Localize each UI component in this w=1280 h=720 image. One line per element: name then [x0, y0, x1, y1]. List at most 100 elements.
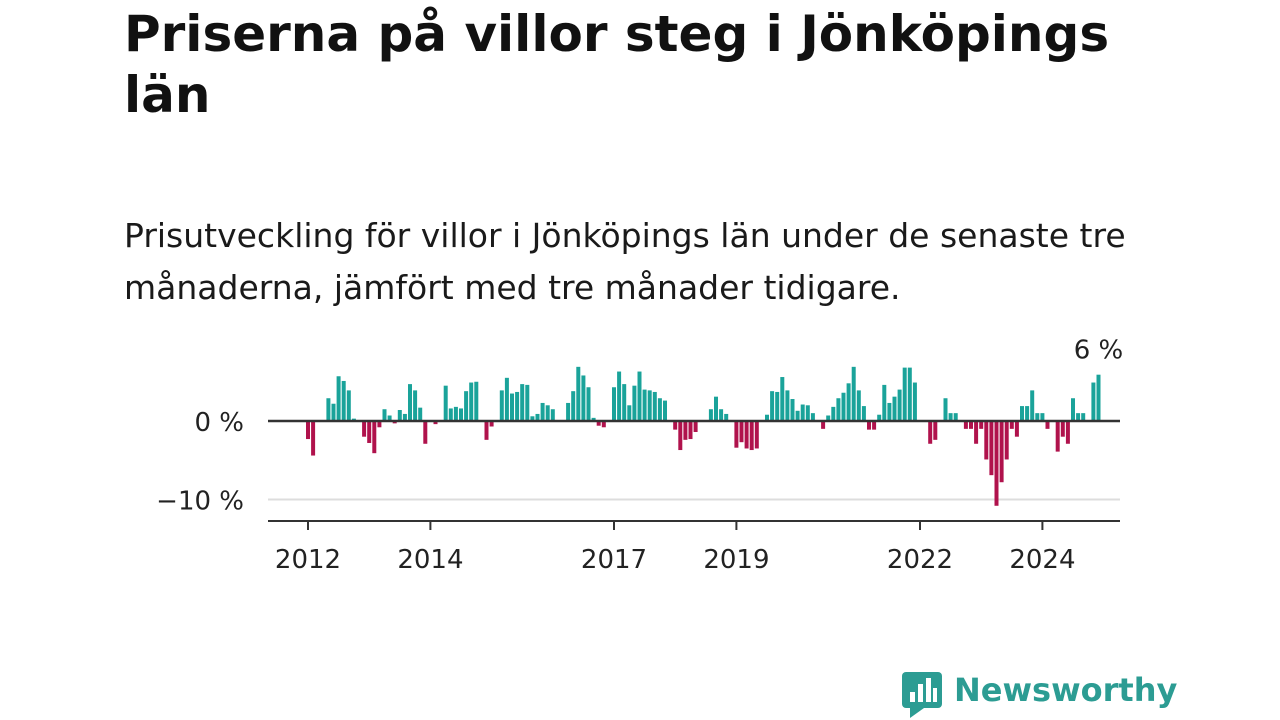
chart-bar [790, 399, 795, 421]
chart-axes [268, 419, 1120, 530]
chart-bar [943, 398, 948, 421]
chart-bar [719, 409, 724, 421]
chart-bar [739, 421, 744, 443]
chart-bar [846, 383, 851, 421]
y-tick-label: 0 % [194, 408, 244, 438]
chart-bar [851, 366, 856, 421]
chart-bar [1096, 374, 1101, 421]
chart-bar [464, 391, 469, 421]
chart-bar [754, 421, 759, 449]
chart-bar [402, 413, 407, 421]
chart-bar [1009, 421, 1014, 429]
chart-bar [785, 390, 790, 421]
chart-bar [780, 377, 785, 421]
chart-bar [1071, 398, 1075, 421]
chart-bar [336, 376, 341, 421]
chart-bar [637, 371, 642, 421]
chart-bar [714, 396, 718, 421]
chart-bar [1030, 390, 1035, 421]
chart-bar [872, 421, 877, 430]
chart-labels: 0 % −10 % 2012 2014 2017 2019 2022 2024 6 % [156, 336, 1123, 575]
chart-bar [1040, 413, 1045, 421]
chart-bar [545, 405, 550, 421]
chart-bar [678, 421, 683, 451]
chart-bar [836, 398, 841, 421]
chart-bar [912, 382, 917, 421]
newsworthy-logo-icon [902, 672, 942, 718]
chart-bar [989, 421, 994, 476]
chart-bar [724, 413, 729, 421]
chart-bar [877, 414, 882, 421]
chart-bar [963, 421, 968, 429]
chart-bar [504, 377, 509, 421]
chart-bar [795, 410, 800, 421]
chart-bar [984, 421, 989, 460]
x-tick-label: 2014 [397, 545, 463, 575]
chart-bar [515, 391, 520, 421]
chart-bar [632, 385, 637, 421]
chart-bar [841, 392, 846, 421]
chart-bar [902, 367, 907, 421]
chart-bar [933, 421, 938, 440]
chart-bar [1091, 382, 1096, 421]
y-tick-label: −10 % [156, 487, 244, 517]
chart-bar [601, 421, 606, 428]
chart-bar [826, 415, 831, 421]
chart-bar [484, 421, 489, 440]
chart-bar [540, 402, 545, 421]
chart-bar [948, 413, 953, 421]
chart-bar [413, 390, 418, 421]
chart-bar [1004, 421, 1009, 460]
chart-bar [423, 421, 428, 444]
chart-bar [969, 421, 973, 429]
chart-bar [372, 421, 377, 454]
chart-bar [663, 400, 667, 421]
chart-bar [673, 421, 678, 430]
chart-bar [489, 421, 494, 427]
chart-bar [953, 413, 958, 421]
chart-bar [831, 406, 836, 421]
chart-bar [1025, 406, 1030, 421]
chart-bar [974, 421, 979, 444]
chart-bar [861, 406, 866, 421]
chart-bar [897, 389, 902, 421]
chart-bar [530, 416, 535, 421]
chart-bar [576, 366, 581, 421]
chart-bar [443, 385, 448, 421]
chart-bar [821, 421, 826, 429]
chart-bar [612, 387, 616, 421]
chart-subtitle: Prisutveckling för villor i Jönköpings l… [124, 216, 1126, 307]
chart-bar [1076, 413, 1081, 421]
chart-bar [433, 421, 438, 425]
brand-name: Newsworthy [954, 671, 1178, 709]
chart-bar [928, 421, 933, 444]
chart-bar [683, 421, 688, 440]
chart-bar [346, 390, 351, 421]
chart-bar [1035, 413, 1040, 421]
chart-bar [448, 408, 453, 421]
chart-bar [867, 421, 871, 430]
x-tick-label: 2022 [887, 545, 953, 575]
chart-bar [805, 405, 810, 421]
chart-bar [397, 410, 402, 421]
chart-bar [657, 398, 662, 421]
chart-bar [647, 390, 652, 421]
chart-bar [1060, 421, 1065, 437]
x-tick-label: 2017 [581, 545, 647, 575]
chart-bar [999, 421, 1004, 483]
chart-bar [1020, 406, 1024, 421]
chart-bars [306, 366, 1101, 506]
chart-bar [596, 421, 601, 426]
chart-bar [362, 421, 367, 437]
chart-bar [693, 421, 698, 432]
chart-bar [331, 403, 336, 421]
chart-bar [856, 390, 861, 421]
chart-bar [734, 421, 739, 448]
chart-bar [642, 389, 647, 421]
chart-bar [708, 409, 713, 421]
chart-bar [994, 421, 999, 506]
x-tick-label: 2019 [703, 545, 769, 575]
chart-bar [341, 380, 346, 421]
chart-bar [586, 387, 591, 421]
